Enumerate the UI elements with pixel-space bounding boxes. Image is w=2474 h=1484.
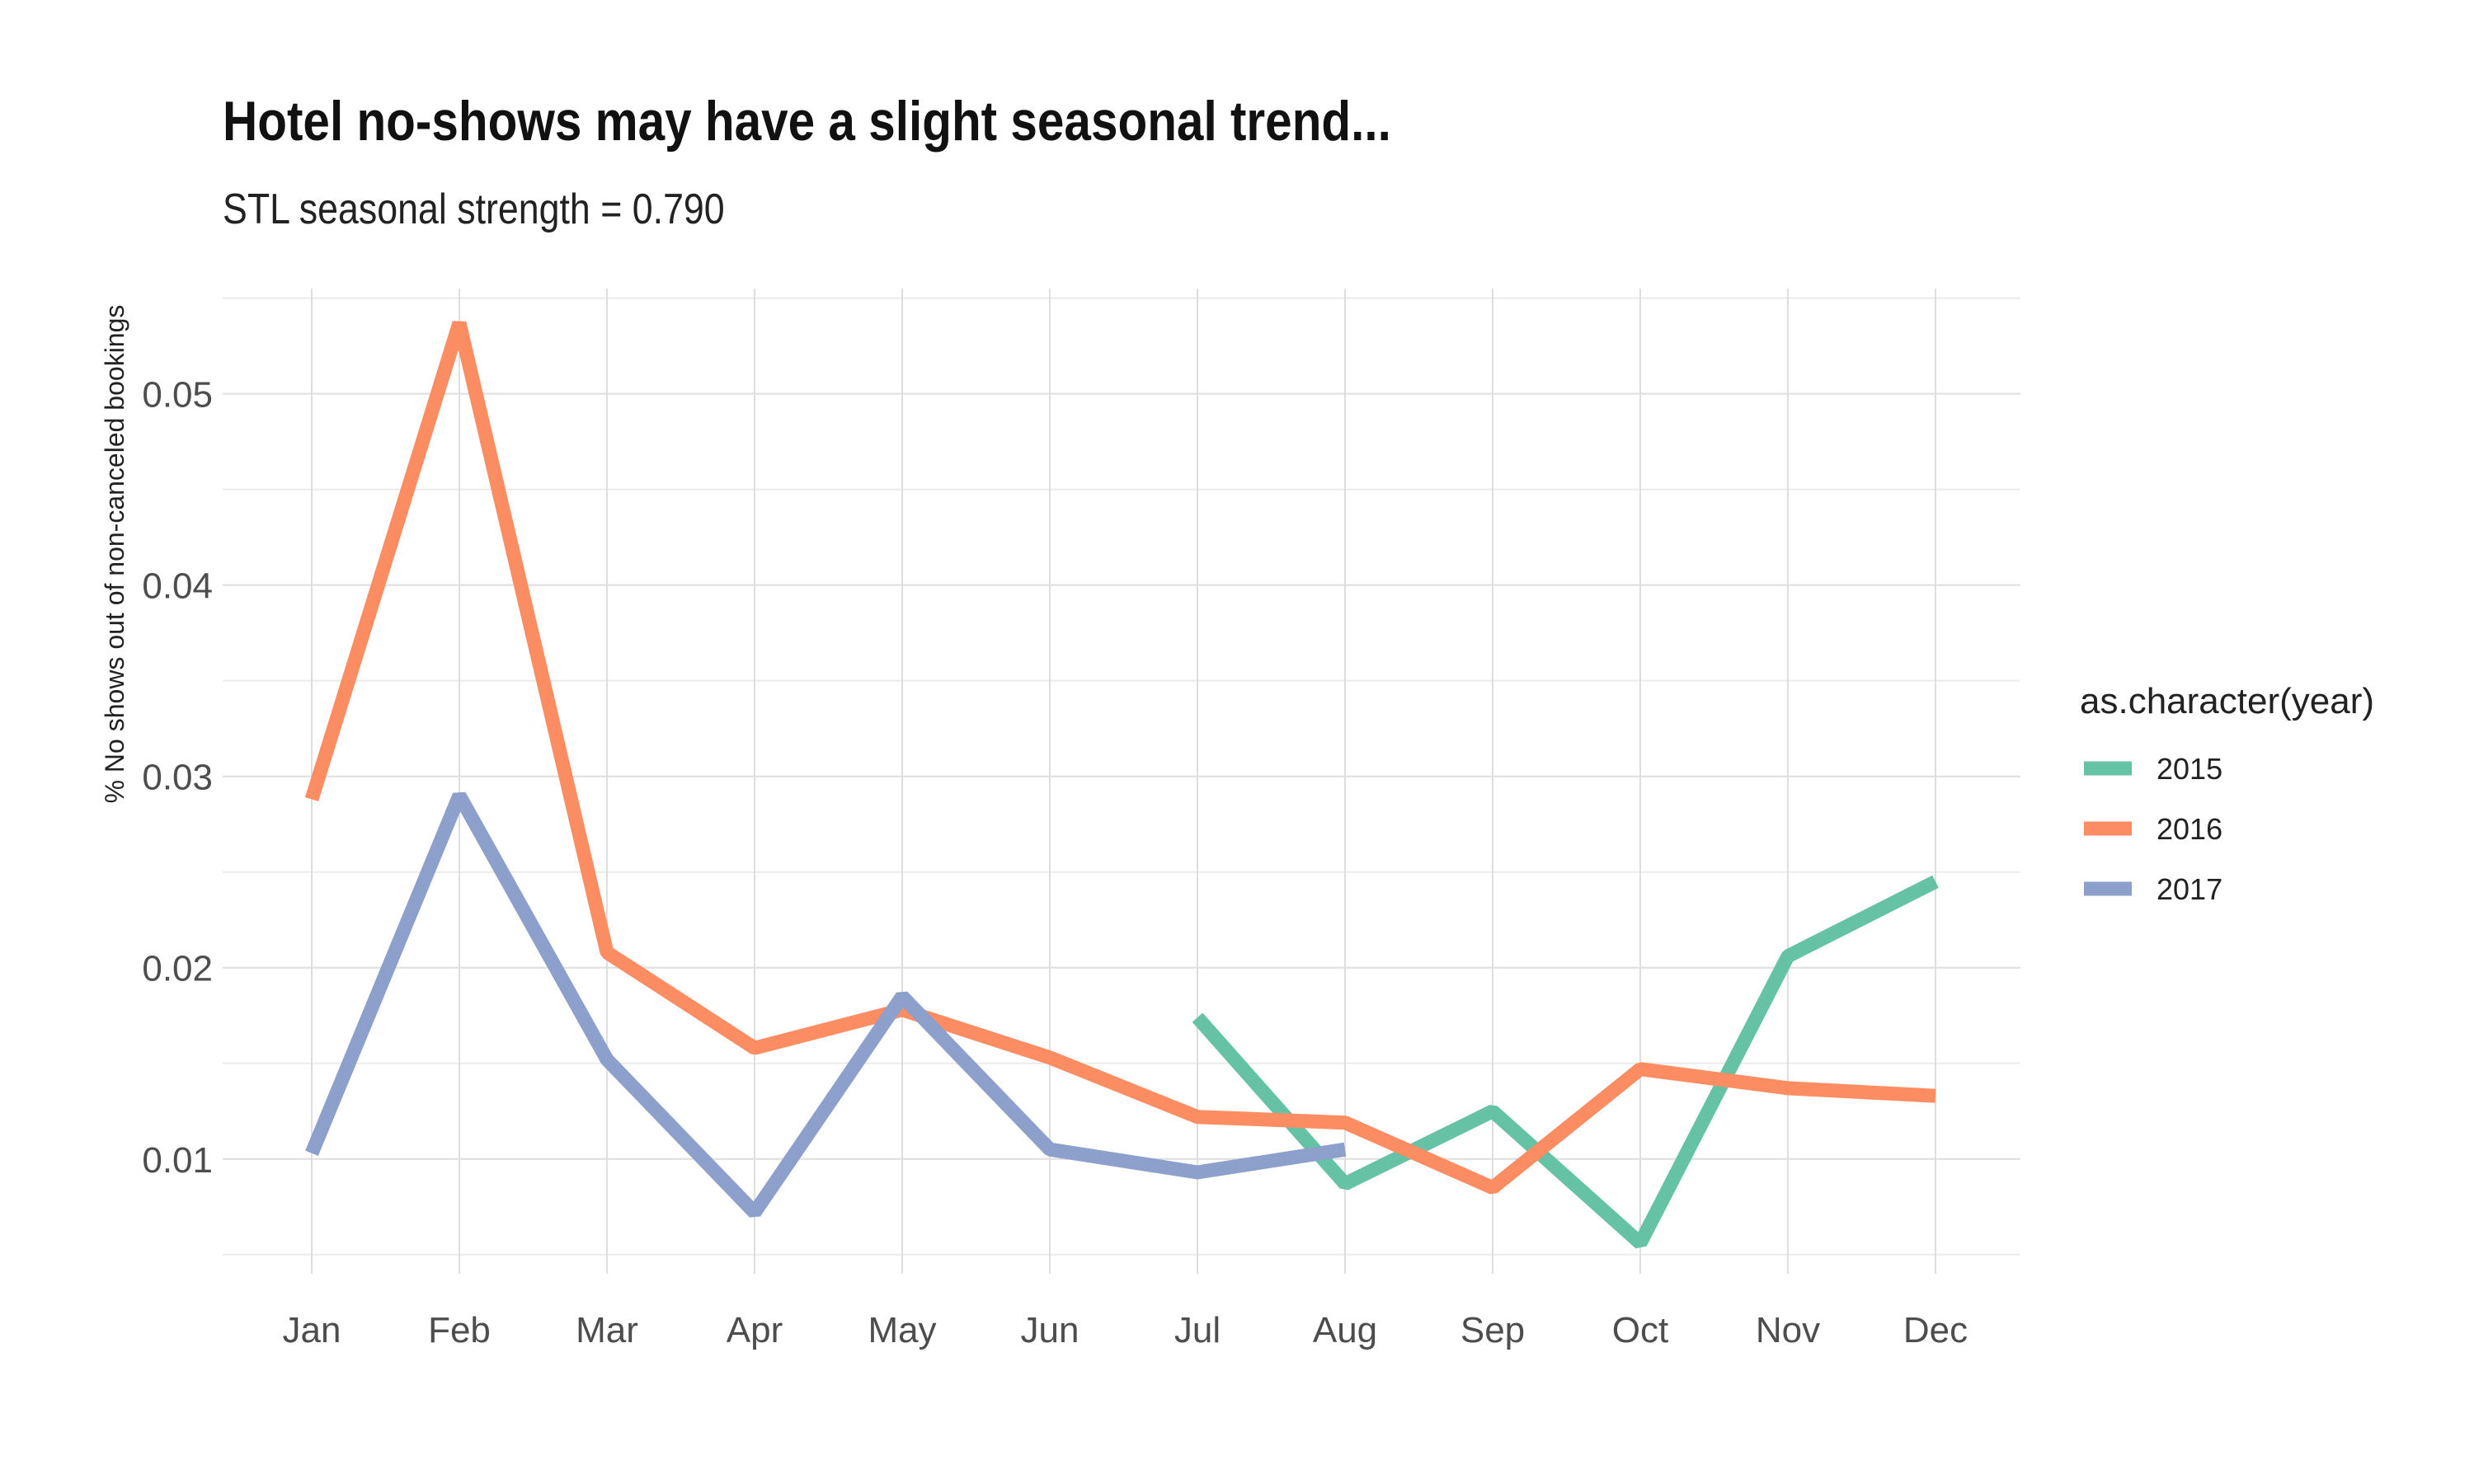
- series-line-2015: [1192, 875, 1939, 1249]
- y-tick-label: 0.02: [142, 949, 213, 989]
- x-tick-label: Feb: [428, 1310, 491, 1350]
- y-tick-label: 0.05: [142, 375, 213, 416]
- axes: 0.01 0.02 0.03 0.04 0.05 Jan Feb Mar Apr May Jun Ju…: [142, 375, 1968, 1350]
- x-tick-label: Jul: [1174, 1310, 1221, 1350]
- x-tick-label: Jan: [283, 1310, 341, 1350]
- x-tick-label: Nov: [1756, 1310, 1820, 1350]
- series-line-2016: [304, 321, 1936, 1195]
- legend: as.character(year) 2015 2016 2017: [2080, 681, 2374, 906]
- chart-subtitle: STL seasonal strength = 0.790: [223, 186, 725, 233]
- x-tick-label: Aug: [1313, 1310, 1377, 1350]
- x-tick-label: May: [868, 1310, 936, 1350]
- chart-title: Hotel no-shows may have a slight seasona…: [223, 90, 1391, 153]
- x-tick-label: Sep: [1460, 1310, 1525, 1350]
- y-axis-label: % No shows out of non-canceled bookings: [100, 305, 129, 804]
- legend-label-2016: 2016: [2157, 812, 2222, 846]
- y-tick-label: 0.03: [142, 758, 213, 798]
- legend-label-2017: 2017: [2157, 872, 2222, 906]
- x-tick-label: Apr: [727, 1310, 783, 1350]
- series-lines: [304, 321, 1939, 1249]
- x-tick-label: Dec: [1903, 1310, 1968, 1350]
- legend-title: as.character(year): [2080, 681, 2374, 721]
- series-line-2017: [305, 791, 1347, 1218]
- legend-label-2015: 2015: [2157, 752, 2222, 786]
- x-tick-label: Jun: [1021, 1310, 1079, 1350]
- x-tick-label: Oct: [1612, 1310, 1668, 1350]
- y-tick-label: 0.04: [142, 566, 213, 607]
- x-tick-label: Mar: [576, 1310, 638, 1350]
- y-tick-label: 0.01: [142, 1140, 213, 1181]
